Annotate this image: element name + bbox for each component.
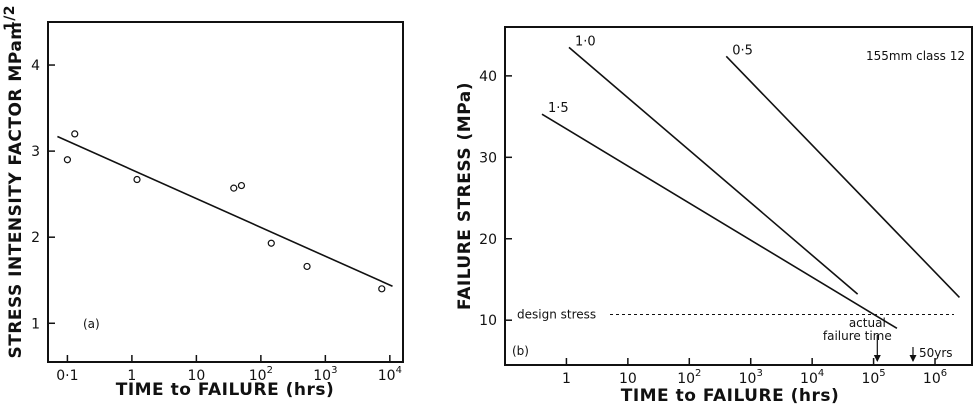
series-line — [541, 113, 898, 330]
data-point — [267, 239, 275, 247]
x-tick-label-b: 106 — [923, 368, 947, 387]
y-tick-label-a: 4 — [31, 58, 40, 74]
fit-line-a — [57, 135, 393, 287]
x-axis-title-a: TIME to FAILURE (hrs) — [116, 380, 335, 400]
x-tick-label-a: 103 — [313, 365, 337, 384]
series-line — [568, 46, 859, 295]
x-tick-label-a: 1 — [127, 368, 136, 384]
data-point — [378, 285, 386, 293]
y-tick-label-b: 20 — [479, 232, 497, 248]
chart-panel-a: (a) STRESS INTENSITY FACTOR MPam 1/2 TIM… — [2, 5, 404, 400]
x-tick-label-a: 0·1 — [56, 368, 78, 384]
series-label: 0·5 — [732, 43, 753, 58]
regression-line — [57, 135, 393, 287]
marker-label-line2: failure time — [823, 329, 892, 343]
data-point — [303, 262, 311, 271]
x-tick-label-b: 10 — [619, 371, 637, 387]
x-tick-label-b: 103 — [739, 368, 763, 387]
marker-label-line1: actual — [849, 316, 886, 330]
plot-frame-a — [47, 21, 404, 363]
y-ticks-b: 10 20 30 40 — [479, 69, 512, 329]
arrow-head — [909, 355, 917, 362]
x-tick-label-a: 102 — [249, 365, 273, 384]
data-point — [133, 175, 141, 184]
x-tick-label-b: 1 — [562, 371, 571, 387]
x-tick-label-a: 10 — [187, 368, 205, 384]
x-ticks-a: 0·1 1 10 102 103 104 — [56, 355, 402, 384]
y-tick-label-b: 10 — [479, 313, 497, 329]
chart-panel-b: (b) FAILURE STRESS (MPa) TIME to FAILURE… — [455, 26, 973, 406]
data-point — [237, 181, 246, 190]
data-point — [63, 156, 72, 164]
y-tick-label-b: 40 — [479, 69, 497, 85]
data-points-a — [63, 130, 386, 293]
y-ticks-a: 1 2 3 4 — [31, 58, 55, 332]
x-tick-label-b: 104 — [800, 368, 824, 387]
y-tick-label-a: 2 — [31, 230, 40, 246]
y-tick-label-a: 1 — [31, 316, 40, 332]
y-tick-label-b: 30 — [479, 150, 497, 166]
x-ticks-b: 1 10 102 103 104 105 106 — [562, 358, 947, 387]
data-point — [71, 130, 79, 138]
panel-label-a: (a) — [83, 317, 100, 331]
plot-frame-b — [504, 26, 973, 366]
series-label: 1·5 — [548, 101, 569, 116]
series-lines-b: 1·0 0·5 1·5 — [541, 34, 961, 330]
x-tick-label-b: 105 — [861, 368, 885, 387]
y-tick-label-a: 3 — [31, 144, 40, 160]
y-axis-title-a: STRESS INTENSITY FACTOR MPam — [6, 21, 26, 358]
x-tick-label-b: 102 — [677, 368, 701, 387]
annotation-155mm: 155mm class 12 — [866, 49, 965, 63]
series-label: 1·0 — [575, 34, 596, 49]
arrow-head — [873, 355, 881, 362]
y-axis-title-exponent-a: 1/2 — [2, 5, 18, 31]
data-point — [230, 184, 238, 192]
x-axis-title-b: TIME to FAILURE (hrs) — [621, 386, 840, 406]
marker-label-50yrs: 50yrs — [919, 346, 953, 360]
x-tick-label-a: 104 — [378, 365, 402, 384]
y-axis-title-b: FAILURE STRESS (MPa) — [455, 82, 475, 310]
panel-label-b: (b) — [512, 344, 529, 358]
series-line — [725, 55, 961, 298]
design-stress-label: design stress — [517, 308, 596, 322]
design-stress-line: design stress — [517, 308, 954, 322]
